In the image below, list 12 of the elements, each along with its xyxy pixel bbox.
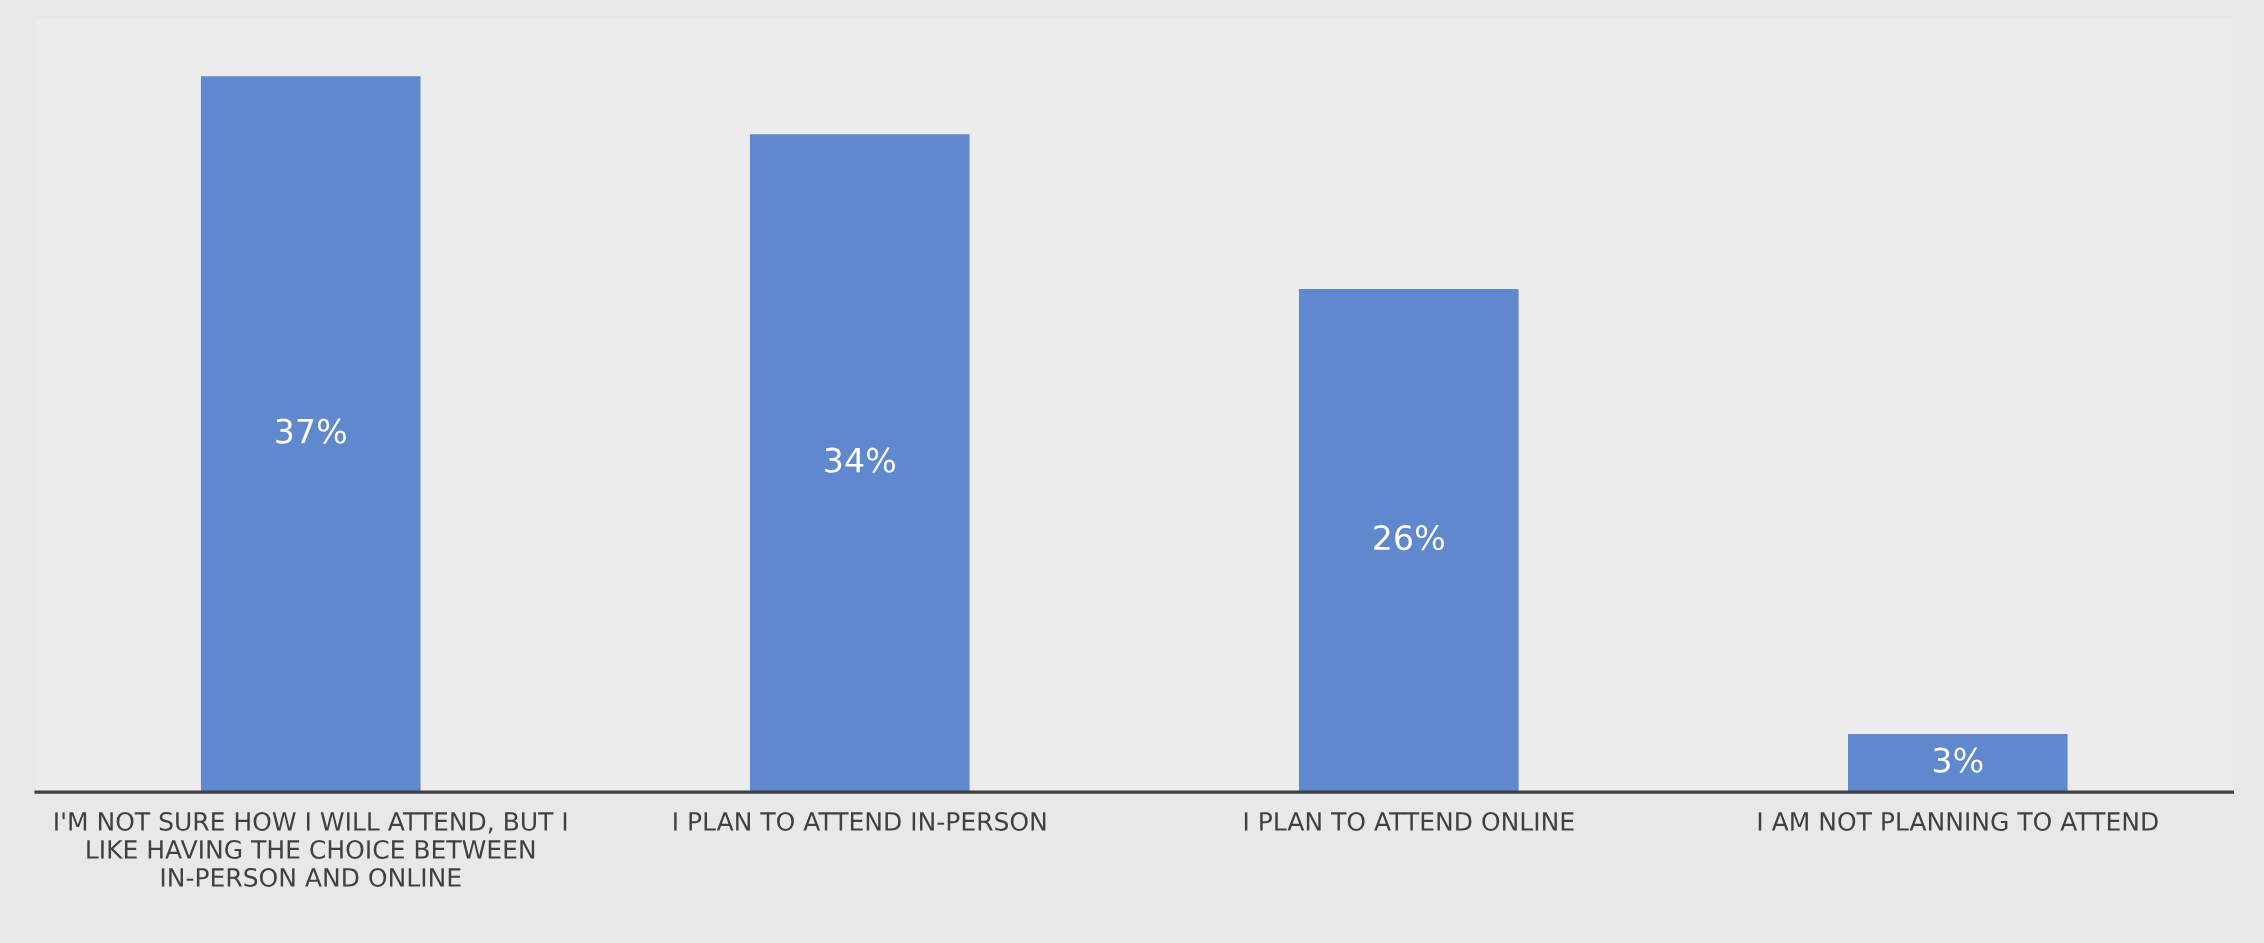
x-tick-label: I AM NOT PLANNING TO ATTEND — [1758, 812, 2158, 831]
bar — [749, 134, 970, 793]
bar — [1847, 734, 2068, 793]
x-tick-label: I PLAN TO ATTEND IN-PERSON — [674, 812, 1046, 831]
x-tick-label: I'M NOT SURE HOW I WILL ATTEND, BUT I LIKE HAVING THE CHOICE BETWEEN IN-PERSON AND ONLINE — [55, 812, 567, 887]
x-tick-label: I PLAN TO ATTEND ONLINE — [1244, 812, 1574, 831]
data-label: 3% — [1933, 747, 1983, 773]
data-label: 34% — [825, 447, 895, 473]
bar — [200, 76, 421, 793]
bar — [1298, 289, 1519, 793]
data-label: 26% — [1374, 525, 1444, 551]
data-label: 37% — [276, 418, 346, 444]
